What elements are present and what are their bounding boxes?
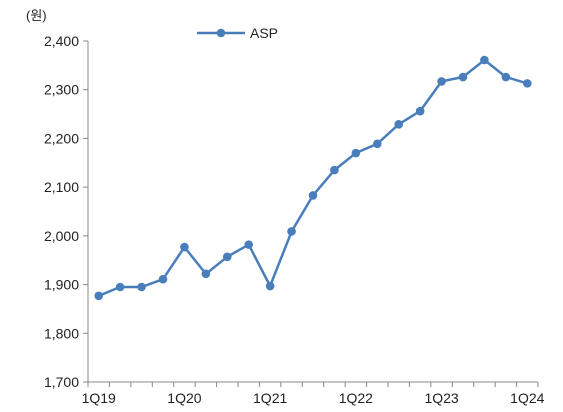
y-tick-label: 2,100 <box>44 179 79 195</box>
x-tick-label: 1Q23 <box>424 390 458 406</box>
data-point-3q21 <box>308 191 318 200</box>
x-tick-label: 1Q24 <box>510 390 544 406</box>
x-tick-label: 1Q22 <box>339 390 373 406</box>
data-point-4q21 <box>330 165 339 175</box>
series-line-asp <box>98 58 528 297</box>
axes <box>87 41 538 383</box>
data-point-4q19 <box>158 274 168 284</box>
data-point-2q20 <box>201 269 211 279</box>
data-point-2q22 <box>372 139 382 149</box>
y-tick-label: 1,700 <box>44 374 79 390</box>
data-point-1q20 <box>180 242 189 252</box>
y-tick-label: 1,800 <box>44 325 79 341</box>
data-point-1q19 <box>94 291 104 301</box>
data-point-2q21 <box>287 227 296 236</box>
x-axis-ticks: 1Q19 1Q20 1Q21 1Q22 1Q23 1Q24 <box>82 382 545 406</box>
y-axis-unit-label: (원) <box>26 8 47 23</box>
data-point-4q22 <box>415 106 425 116</box>
data-point-3q20 <box>222 252 232 262</box>
x-tick-label: 1Q19 <box>82 390 116 406</box>
data-point-3q19 <box>137 282 146 292</box>
data-point-1q22 <box>351 148 361 158</box>
y-axis-ticks: 1,700 1,800 1,900 2,000 2,100 2,200 2,300 2,400 <box>44 33 88 390</box>
x-tick-label: 1Q20 <box>167 390 201 406</box>
data-point-2q23 <box>458 72 468 82</box>
data-point-3q22 <box>394 120 404 129</box>
data-point-3q23 <box>480 55 489 65</box>
y-tick-label: 1,900 <box>44 277 79 293</box>
x-tick-label: 1Q21 <box>253 390 287 406</box>
legend-label-asp: ASP <box>250 25 278 41</box>
y-tick-label: 2,300 <box>44 82 79 98</box>
y-tick-label: 2,200 <box>44 130 79 146</box>
data-point-1q24 <box>522 79 532 88</box>
data-point-4q20 <box>244 240 254 249</box>
legend: ASP <box>197 25 278 41</box>
data-point-4q23 <box>501 72 511 82</box>
series-asp <box>94 55 532 301</box>
data-point-1q21 <box>265 281 275 291</box>
y-tick-label: 2,000 <box>44 228 79 244</box>
y-tick-label: 2,400 <box>44 33 79 49</box>
data-point-2q19 <box>115 282 125 292</box>
legend-marker <box>216 28 226 38</box>
data-point-1q23 <box>437 77 446 86</box>
